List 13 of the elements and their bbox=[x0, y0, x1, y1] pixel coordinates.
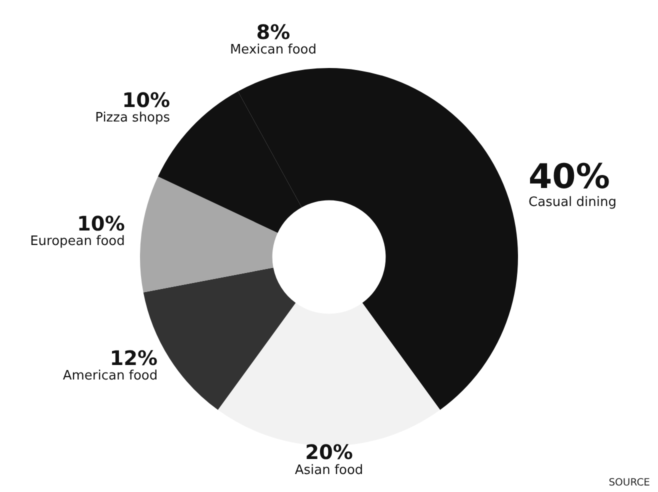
data-label: 20% bbox=[305, 440, 353, 464]
slice-label: Asian food bbox=[294, 462, 364, 478]
data-label: 8% bbox=[256, 20, 290, 44]
slice-label: Casual dining bbox=[528, 195, 617, 210]
text: SOURCE bbox=[608, 478, 650, 489]
slice-label: American food bbox=[62, 368, 158, 384]
data-label: 12% bbox=[110, 346, 158, 370]
data-label: 10% bbox=[76, 211, 125, 236]
slice-label: Pizza shops bbox=[95, 110, 170, 126]
data-label: 10% bbox=[122, 88, 170, 112]
slice-label: European food bbox=[30, 234, 125, 250]
slice-label: Mexican food bbox=[230, 42, 316, 58]
data-label: 40% bbox=[528, 156, 610, 197]
